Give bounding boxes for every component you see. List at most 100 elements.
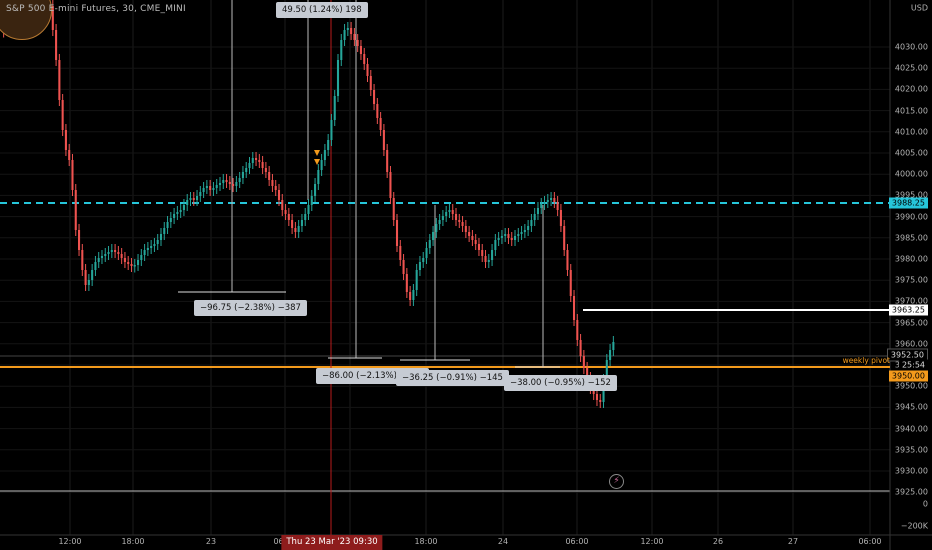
- candle: [500, 236, 503, 238]
- measure-label-4[interactable]: −36.25 (−0.91%) −145: [396, 370, 509, 386]
- candle: [58, 60, 61, 100]
- candle: [369, 76, 372, 90]
- countdown-tag: 25:54: [898, 359, 928, 371]
- candle: [599, 400, 602, 402]
- candle: [592, 388, 595, 394]
- time-tick-label: 06:00: [565, 537, 589, 546]
- candle: [251, 158, 254, 163]
- candle: [143, 250, 146, 255]
- candle: [271, 180, 274, 186]
- candle: [481, 250, 484, 256]
- candle: [454, 214, 458, 220]
- candle: [536, 208, 540, 214]
- candle: [487, 260, 490, 262]
- candle: [323, 150, 326, 160]
- candle: [569, 270, 572, 296]
- candle: [232, 184, 235, 186]
- candle: [543, 202, 546, 204]
- candle: [477, 244, 480, 250]
- candle: [382, 130, 385, 150]
- candle: [68, 150, 71, 160]
- price-tick-label: 4020.00: [894, 84, 928, 94]
- candle: [71, 160, 74, 190]
- signal-marker: [314, 159, 320, 165]
- candle: [550, 198, 553, 200]
- price-tick-label: 4030.00: [894, 42, 928, 52]
- price-tick-label: 4010.00: [894, 127, 928, 137]
- price-tick-label: 3935.00: [894, 445, 928, 455]
- price-tick-label: 3945.00: [894, 402, 928, 412]
- candle: [464, 226, 467, 232]
- candle: [415, 270, 418, 290]
- candle: [225, 180, 228, 182]
- candle: [451, 210, 454, 214]
- candle: [523, 230, 526, 232]
- candle: [497, 238, 500, 240]
- candle: [212, 188, 215, 190]
- candle: [461, 222, 464, 226]
- time-tick-label: 18:00: [121, 537, 145, 546]
- candle: [291, 220, 294, 228]
- candle: [327, 140, 330, 150]
- candle: [395, 220, 399, 246]
- candle: [114, 250, 117, 252]
- price-tick-label: 3965.00: [894, 318, 928, 328]
- candle: [189, 198, 192, 200]
- candle: [409, 292, 412, 300]
- candle: [153, 244, 156, 246]
- price-tick-label: 3975.00: [894, 275, 928, 285]
- candle: [546, 200, 549, 202]
- candle: [363, 54, 366, 64]
- candle: [359, 46, 362, 54]
- candle: [94, 262, 97, 270]
- candle: [218, 183, 222, 185]
- candle: [563, 226, 566, 250]
- measure-label-1[interactable]: 49.50 (1.24%) 198: [276, 2, 368, 18]
- candle: [425, 248, 428, 258]
- candle: [150, 246, 153, 248]
- candle: [350, 28, 353, 34]
- candle: [51, 6, 54, 30]
- candle: [553, 198, 556, 202]
- candle: [373, 90, 376, 104]
- candle: [435, 224, 438, 232]
- candle: [209, 186, 212, 190]
- lightning-alert-icon[interactable]: ⚡: [609, 474, 624, 489]
- candle: [353, 34, 356, 40]
- candle: [117, 252, 120, 254]
- candle: [176, 212, 179, 214]
- candle: [156, 240, 159, 244]
- measure-label-2[interactable]: −96.75 (−2.38%) −387: [194, 300, 307, 316]
- time-tick-label: 24: [497, 537, 509, 546]
- candle: [471, 236, 474, 240]
- candle: [248, 163, 251, 168]
- time-tick-label: 23: [205, 537, 217, 546]
- candle: [586, 368, 589, 378]
- currency-label: USD: [910, 3, 928, 13]
- candle: [91, 270, 94, 280]
- candle: [314, 184, 317, 196]
- candle: [97, 258, 100, 262]
- time-tick-label: 12:00: [58, 537, 82, 546]
- measure-label-5[interactable]: −38.00 (−0.95%) −152: [504, 375, 617, 391]
- candle: [405, 274, 408, 292]
- candle: [100, 256, 104, 258]
- candle: [77, 230, 81, 250]
- candle: [356, 40, 359, 46]
- candle: [392, 198, 395, 220]
- candle: [307, 205, 310, 214]
- candle: [64, 130, 67, 150]
- symbol-title[interactable]: S&P 500 E-mini Futures, 30, CME_MINI: [6, 4, 186, 14]
- candle: [55, 30, 58, 60]
- candle: [428, 240, 431, 248]
- candle: [241, 172, 244, 178]
- candle: [133, 265, 136, 267]
- candle: [399, 246, 402, 260]
- candle: [572, 296, 576, 320]
- candle: [107, 252, 110, 254]
- candle: [520, 232, 523, 234]
- time-tick-label: 12:00: [640, 537, 664, 546]
- candle: [379, 118, 382, 130]
